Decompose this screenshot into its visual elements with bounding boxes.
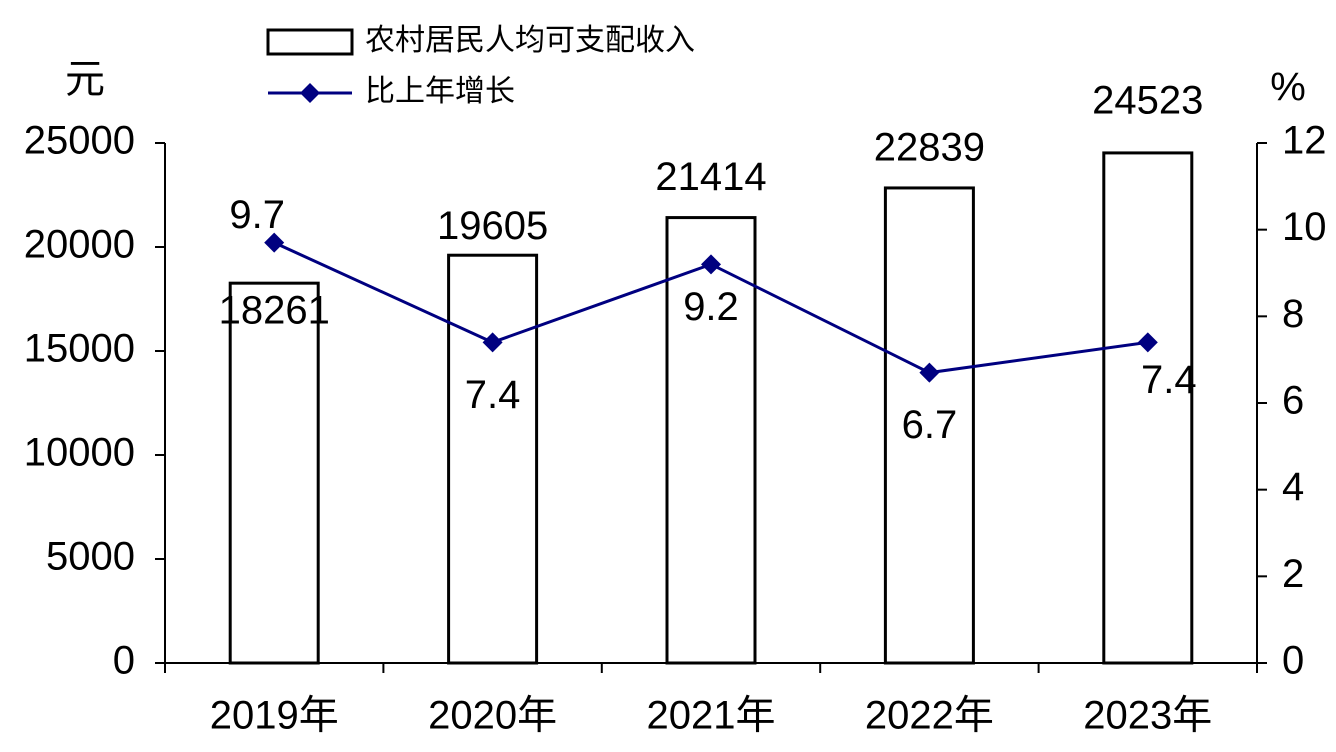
legend-label: 比上年增长 <box>365 75 515 108</box>
y2-tick-label: 2 <box>1282 552 1304 596</box>
legend-marker <box>300 83 320 103</box>
y2-tick-label: 6 <box>1282 379 1304 423</box>
y-tick-label: 15000 <box>24 327 135 371</box>
y-tick-label: 10000 <box>24 431 135 475</box>
marker <box>701 254 721 275</box>
y2-axis-label: % <box>1270 66 1306 110</box>
bar <box>1102 151 1194 665</box>
x-tick-label: 2020年 <box>428 694 557 738</box>
bar-value-label: 21414 <box>655 155 766 199</box>
bar-value-label: 24523 <box>1092 78 1203 122</box>
y2-tick-label: 8 <box>1282 292 1304 336</box>
marker <box>264 232 285 253</box>
y-tick-label: 5000 <box>46 535 135 579</box>
y2-tick-label: 10 <box>1282 205 1327 249</box>
bar <box>665 216 757 665</box>
y2-tick-label: 4 <box>1282 465 1304 509</box>
bar-value-label: 18261 <box>219 289 330 333</box>
marker <box>482 332 503 353</box>
line-value-label: 9.2 <box>683 285 739 329</box>
y-tick-label: 20000 <box>24 223 135 267</box>
bar <box>883 186 975 665</box>
line-value-label: 9.7 <box>229 193 285 237</box>
y-tick-label: 0 <box>113 639 135 683</box>
x-tick-label: 2023年 <box>1083 694 1212 738</box>
line-value-label: 7.4 <box>1141 358 1197 402</box>
x-tick-label: 2019年 <box>210 694 339 738</box>
bar <box>447 253 539 665</box>
bar-value-label: 22839 <box>874 126 985 170</box>
legend-swatch <box>266 28 354 56</box>
x-tick-label: 2022年 <box>865 694 994 738</box>
y-axis-label: 元 <box>65 58 105 102</box>
y-tick-label: 25000 <box>24 119 135 163</box>
bar <box>228 281 320 665</box>
x-tick-label: 2021年 <box>647 694 776 738</box>
marker <box>1137 332 1158 353</box>
y2-tick-label: 0 <box>1282 639 1304 683</box>
marker <box>919 362 940 383</box>
y2-tick-label: 12 <box>1282 119 1327 163</box>
bar-value-label: 19605 <box>437 204 548 248</box>
line-value-label: 6.7 <box>902 403 958 447</box>
line-value-label: 7.4 <box>465 373 521 417</box>
legend-label: 农村居民人均可支配收入 <box>365 24 695 57</box>
